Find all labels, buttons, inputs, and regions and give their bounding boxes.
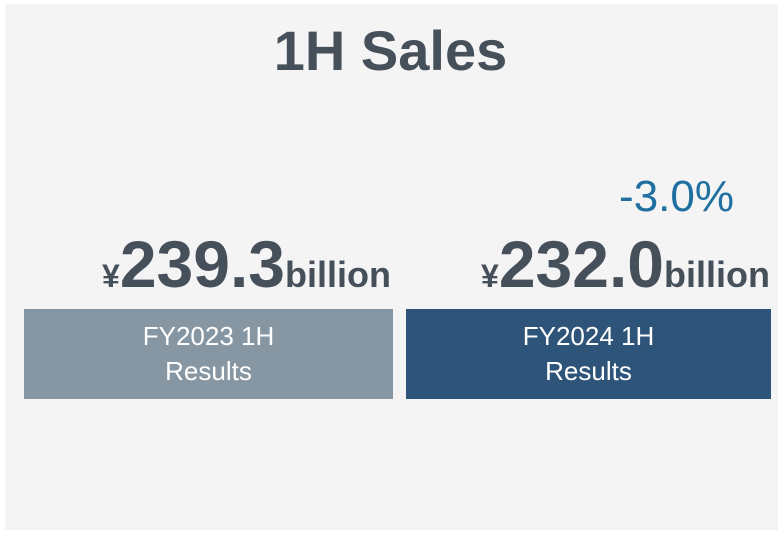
label-box: FY2024 1H Results <box>406 309 771 399</box>
unit: billion <box>664 254 770 295</box>
label-line: FY2024 1H <box>522 321 655 351</box>
panel <box>5 4 778 530</box>
amount: ¥232.0billion <box>406 226 770 306</box>
change-rate: -3.0% <box>619 172 734 221</box>
currency: ¥ <box>102 258 120 294</box>
title: 1H Sales <box>273 19 508 82</box>
label-line: FY2023 1H <box>142 321 275 351</box>
label-line: Results <box>545 356 632 386</box>
amount-value: 232.0 <box>498 227 665 301</box>
unit: billion <box>285 254 391 295</box>
label-box: FY2023 1H Results <box>24 309 393 399</box>
label-line: Results <box>165 356 252 386</box>
currency: ¥ <box>481 258 499 294</box>
amount-value: 239.3 <box>119 227 286 301</box>
amount: ¥239.3billion <box>24 226 391 306</box>
